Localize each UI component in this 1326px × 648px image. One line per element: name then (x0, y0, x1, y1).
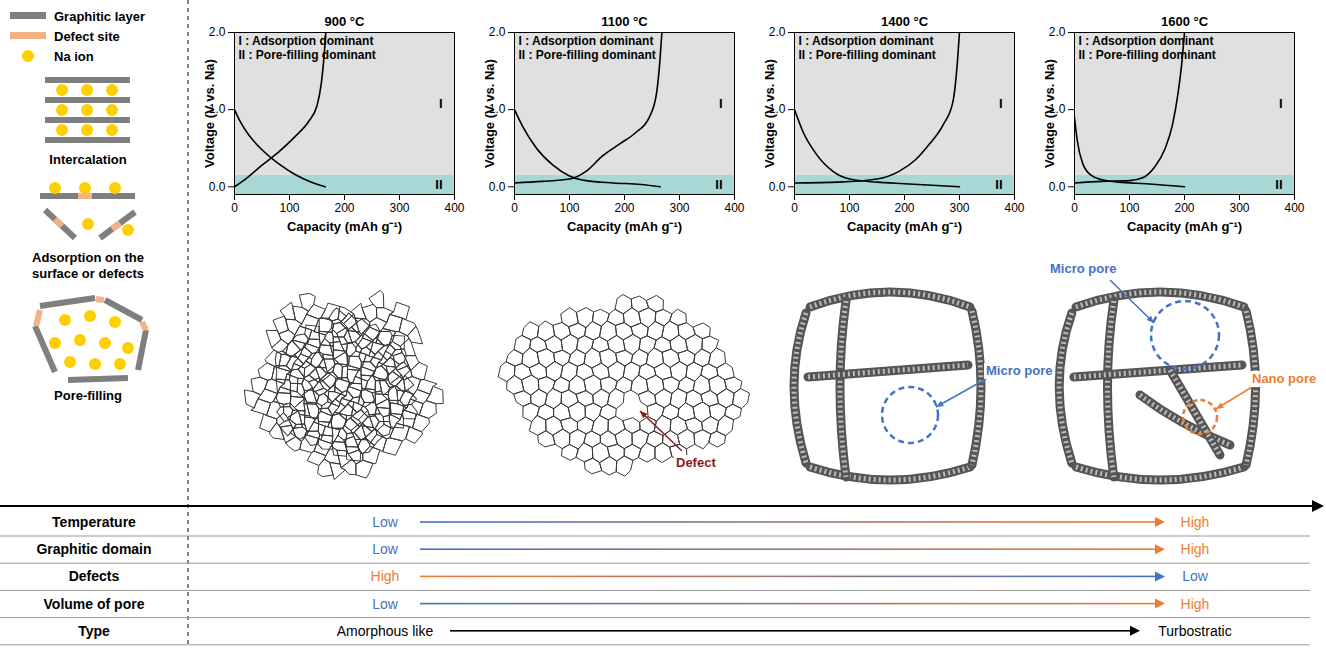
svg-text:Capacity (mAh g⁻¹): Capacity (mAh g⁻¹) (287, 219, 402, 234)
svg-text:Pore-filling: Pore-filling (54, 388, 122, 403)
svg-text:I: I (719, 96, 723, 111)
svg-text:II : Pore-filling dominant: II : Pore-filling dominant (799, 48, 936, 62)
svg-text:1400 °C: 1400 °C (881, 14, 929, 29)
svg-text:I : Adsorption dominant: I : Adsorption dominant (1079, 34, 1214, 48)
svg-text:200: 200 (1174, 201, 1194, 215)
svg-text:Micro pore: Micro pore (1050, 261, 1116, 276)
svg-text:1600 °C: 1600 °C (1161, 14, 1209, 29)
svg-text:Capacity (mAh g⁻¹): Capacity (mAh g⁻¹) (1127, 219, 1242, 234)
svg-text:II : Pore-filling dominant: II : Pore-filling dominant (1079, 48, 1216, 62)
svg-text:Nano pore: Nano pore (1252, 371, 1316, 386)
svg-text:Adsorption on the: Adsorption on the (32, 250, 144, 265)
svg-text:0.0: 0.0 (209, 180, 226, 194)
svg-text:Type: Type (78, 623, 110, 639)
svg-text:Voltage (V vs. Na): Voltage (V vs. Na) (1042, 59, 1057, 168)
svg-text:0.0: 0.0 (769, 180, 786, 194)
svg-text:Micro pore: Micro pore (986, 363, 1052, 378)
svg-text:Volume of pore: Volume of pore (44, 596, 145, 612)
svg-text:2.0: 2.0 (769, 25, 786, 39)
svg-text:II: II (1275, 177, 1282, 192)
svg-text:Low: Low (372, 541, 399, 557)
svg-text:High: High (1181, 514, 1210, 530)
svg-text:I: I (999, 96, 1003, 111)
svg-text:200: 200 (614, 201, 634, 215)
svg-text:Temperature: Temperature (52, 514, 136, 530)
svg-text:2.0: 2.0 (489, 25, 506, 39)
svg-text:High: High (1181, 541, 1210, 557)
svg-text:High: High (1181, 596, 1210, 612)
svg-text:Voltage (V vs. Na): Voltage (V vs. Na) (762, 59, 777, 168)
svg-text:II : Pore-filling dominant: II : Pore-filling dominant (239, 48, 376, 62)
svg-text:0: 0 (231, 201, 238, 215)
svg-text:0.0: 0.0 (489, 180, 506, 194)
svg-text:Turbostratic: Turbostratic (1158, 623, 1231, 639)
svg-text:1.0: 1.0 (208, 102, 226, 117)
svg-text:2.0: 2.0 (1049, 25, 1066, 39)
svg-text:400: 400 (444, 201, 464, 215)
svg-text:300: 300 (949, 201, 969, 215)
svg-text:Voltage (V vs. Na): Voltage (V vs. Na) (202, 59, 217, 168)
svg-text:Defects: Defects (69, 568, 120, 584)
svg-text:Graphitic domain: Graphitic domain (36, 541, 151, 557)
svg-text:I: I (439, 96, 443, 111)
svg-text:Low: Low (372, 596, 399, 612)
svg-text:2.0: 2.0 (209, 25, 226, 39)
svg-text:II : Pore-filling dominant: II : Pore-filling dominant (519, 48, 656, 62)
svg-text:Intercalation: Intercalation (49, 152, 126, 167)
svg-text:100: 100 (279, 201, 299, 215)
svg-text:I : Adsorption dominant: I : Adsorption dominant (239, 34, 374, 48)
svg-text:0: 0 (1071, 201, 1078, 215)
svg-text:200: 200 (894, 201, 914, 215)
svg-text:Defect: Defect (676, 455, 716, 470)
svg-text:I : Adsorption dominant: I : Adsorption dominant (799, 34, 934, 48)
svg-text:400: 400 (724, 201, 744, 215)
svg-text:Low: Low (1182, 568, 1209, 584)
svg-text:200: 200 (334, 201, 354, 215)
svg-text:1.0: 1.0 (488, 102, 506, 117)
svg-text:Na ion: Na ion (54, 49, 94, 64)
svg-text:II: II (435, 177, 442, 192)
svg-text:surface or defects: surface or defects (32, 266, 144, 281)
svg-text:Low: Low (372, 514, 399, 530)
svg-text:0.0: 0.0 (1049, 180, 1066, 194)
svg-text:II: II (995, 177, 1002, 192)
svg-text:Defect site: Defect site (54, 29, 120, 44)
svg-text:0: 0 (511, 201, 518, 215)
svg-text:300: 300 (389, 201, 409, 215)
svg-text:Graphitic layer: Graphitic layer (54, 9, 145, 24)
svg-text:II: II (715, 177, 722, 192)
svg-text:I : Adsorption dominant: I : Adsorption dominant (519, 34, 654, 48)
svg-text:Capacity (mAh g⁻¹): Capacity (mAh g⁻¹) (567, 219, 682, 234)
svg-text:400: 400 (1284, 201, 1304, 215)
svg-text:1100 °C: 1100 °C (601, 14, 648, 29)
svg-text:400: 400 (1004, 201, 1024, 215)
svg-text:300: 300 (1229, 201, 1249, 215)
svg-text:High: High (371, 568, 400, 584)
svg-text:100: 100 (839, 201, 859, 215)
svg-text:0: 0 (791, 201, 798, 215)
svg-text:300: 300 (669, 201, 689, 215)
svg-text:Voltage (V vs. Na): Voltage (V vs. Na) (482, 59, 497, 168)
svg-text:900 °C: 900 °C (325, 14, 366, 29)
svg-text:100: 100 (559, 201, 579, 215)
svg-text:100: 100 (1119, 201, 1139, 215)
svg-text:I: I (1279, 96, 1283, 111)
svg-text:Capacity (mAh g⁻¹): Capacity (mAh g⁻¹) (847, 219, 962, 234)
svg-text:Amorphous like: Amorphous like (337, 623, 434, 639)
svg-text:1.0: 1.0 (768, 102, 786, 117)
svg-text:1.0: 1.0 (1048, 102, 1066, 117)
